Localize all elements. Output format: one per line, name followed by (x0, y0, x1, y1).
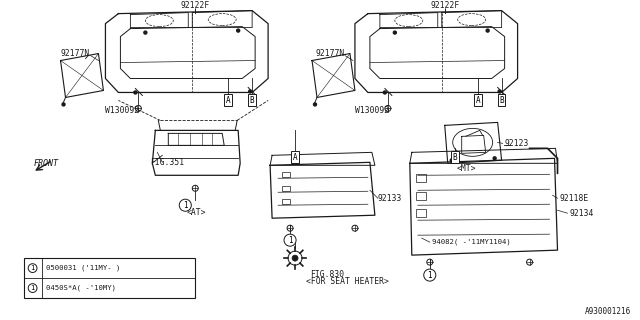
Text: W130092: W130092 (355, 106, 389, 115)
Text: 92133: 92133 (378, 194, 403, 203)
Circle shape (314, 103, 317, 106)
Circle shape (486, 29, 489, 32)
Circle shape (237, 29, 239, 32)
Bar (282, 186, 290, 191)
Text: W130092: W130092 (106, 106, 140, 115)
Text: 1: 1 (288, 236, 292, 245)
Bar (416, 174, 426, 182)
Bar (24, 258, 195, 298)
Text: 92177N: 92177N (61, 49, 90, 58)
Text: 1: 1 (31, 265, 35, 271)
Circle shape (144, 31, 147, 34)
Circle shape (498, 90, 501, 93)
Text: 92123: 92123 (504, 139, 529, 148)
Text: 92177N: 92177N (316, 49, 344, 58)
Ellipse shape (292, 255, 298, 261)
Circle shape (62, 103, 65, 106)
Text: A: A (476, 96, 480, 105)
Bar (416, 209, 426, 217)
Ellipse shape (288, 251, 302, 265)
Text: B: B (499, 96, 504, 105)
Circle shape (493, 157, 496, 160)
Text: <AT>: <AT> (186, 208, 206, 217)
Text: 0500031 ('11MY- ): 0500031 ('11MY- ) (45, 265, 120, 271)
Circle shape (394, 31, 396, 34)
Text: 92118E: 92118E (559, 194, 589, 203)
Text: 92134: 92134 (570, 209, 594, 218)
Bar (282, 172, 290, 177)
Text: A930001216: A930001216 (585, 307, 632, 316)
Text: FIG.351: FIG.351 (150, 158, 184, 167)
Text: FIG.830: FIG.830 (310, 269, 344, 279)
Text: A: A (292, 153, 298, 162)
Text: 1: 1 (31, 285, 35, 291)
Circle shape (249, 90, 252, 93)
Text: B: B (250, 96, 255, 105)
Text: 0450S*A( -'10MY): 0450S*A( -'10MY) (45, 285, 116, 291)
Text: <MT>: <MT> (457, 164, 476, 173)
Bar (282, 199, 290, 204)
Bar (416, 192, 426, 200)
Text: 92122F: 92122F (180, 1, 210, 10)
Text: 94082( -'11MY1104): 94082( -'11MY1104) (432, 239, 511, 245)
Text: 1: 1 (428, 271, 432, 280)
Circle shape (383, 91, 387, 94)
Text: B: B (452, 153, 457, 162)
Text: <FOR SEAT HEATER>: <FOR SEAT HEATER> (306, 276, 389, 285)
Text: FRONT: FRONT (33, 159, 59, 168)
Text: A: A (226, 96, 230, 105)
Text: 1: 1 (183, 201, 188, 210)
Circle shape (134, 91, 137, 94)
Circle shape (450, 159, 453, 162)
Text: 92122F: 92122F (430, 1, 460, 10)
